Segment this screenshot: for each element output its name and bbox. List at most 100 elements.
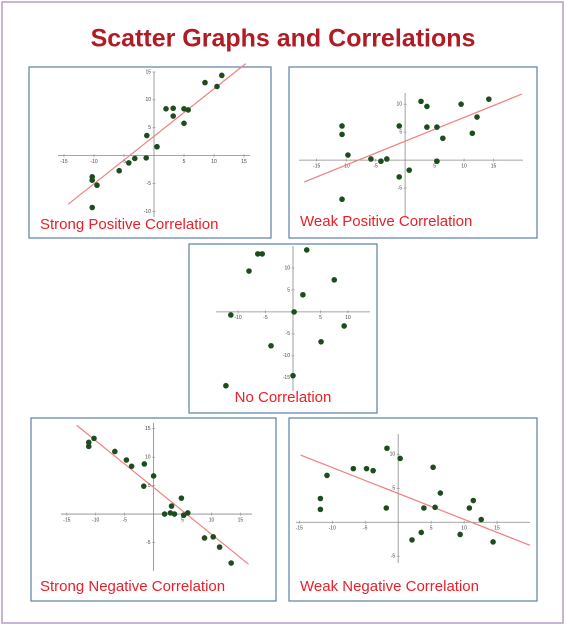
trend-line <box>304 93 523 183</box>
data-point <box>434 158 440 165</box>
x-tick-label: -5 <box>363 526 368 532</box>
data-point <box>154 143 160 150</box>
data-point <box>290 372 296 379</box>
data-point <box>219 72 225 79</box>
data-point <box>170 113 176 119</box>
data-point <box>254 251 261 257</box>
y-tick-label: -5 <box>146 540 151 546</box>
data-point <box>163 106 169 112</box>
data-point <box>168 503 175 509</box>
data-point <box>228 312 234 318</box>
data-point <box>143 155 149 161</box>
panel-frame <box>288 66 538 239</box>
y-tick-label: 15 <box>145 69 151 75</box>
y-tick-label: -15 <box>283 375 290 381</box>
y-tick-label: 10 <box>145 97 151 103</box>
data-point <box>201 535 208 541</box>
data-point <box>474 114 480 120</box>
y-tick-label: 10 <box>284 265 290 271</box>
x-tick-label: -10 <box>343 163 350 169</box>
x-tick-label: -15 <box>60 159 67 165</box>
data-point <box>216 544 223 550</box>
y-tick-label: -10 <box>144 209 151 215</box>
data-point <box>150 473 157 479</box>
x-tick-label: 15 <box>241 159 247 165</box>
data-point <box>457 531 463 538</box>
data-point <box>418 529 425 536</box>
y-tick-label: 10 <box>145 454 151 460</box>
data-point <box>363 465 370 472</box>
x-tick-label: 10 <box>345 315 351 321</box>
data-point <box>396 123 403 129</box>
data-point <box>409 537 415 543</box>
data-point <box>89 177 95 183</box>
data-point <box>89 204 95 211</box>
data-point <box>126 160 132 166</box>
data-point <box>85 443 92 450</box>
data-point <box>140 483 147 489</box>
data-point <box>303 247 310 253</box>
data-point <box>259 251 266 257</box>
data-point <box>317 495 324 502</box>
x-tick-label: -10 <box>329 526 336 532</box>
data-point <box>181 120 187 127</box>
y-tick-label: -5 <box>391 554 396 560</box>
x-tick-label: 10 <box>461 526 467 532</box>
data-point <box>223 382 229 389</box>
panel-caption: Strong Positive Correlation <box>40 216 218 233</box>
data-point <box>339 196 345 203</box>
page-title: Scatter Graphs and Correlations <box>91 25 476 53</box>
data-point <box>396 174 403 180</box>
data-point <box>406 167 413 173</box>
data-point <box>300 291 306 298</box>
data-point <box>178 495 185 501</box>
x-tick-label: -5 <box>373 163 378 169</box>
data-point <box>466 505 473 511</box>
data-point <box>424 124 430 130</box>
data-point <box>132 155 138 162</box>
data-point <box>421 505 427 511</box>
data-point <box>85 439 92 446</box>
x-tick-label: -5 <box>263 315 268 321</box>
x-tick-label: 15 <box>494 526 500 532</box>
data-point <box>345 152 351 158</box>
trend-line <box>300 454 531 546</box>
data-point <box>430 464 436 471</box>
x-tick-label: -15 <box>296 526 303 532</box>
data-point <box>171 511 178 517</box>
data-point <box>368 156 374 162</box>
data-point <box>434 124 440 130</box>
x-tick-label: 5 <box>430 526 433 532</box>
y-tick-label: 5 <box>148 125 151 131</box>
panel-caption: No Correlation <box>235 389 332 406</box>
x-tick-label: 5 <box>319 315 322 321</box>
y-tick-label: 10 <box>390 452 396 458</box>
data-point <box>339 131 345 138</box>
panel-frame <box>288 417 538 602</box>
x-tick-label: -5 <box>122 159 127 165</box>
data-point <box>170 105 176 112</box>
data-point <box>184 510 191 516</box>
data-point <box>378 158 384 165</box>
data-point <box>490 539 496 545</box>
y-tick-label: -10 <box>283 353 290 359</box>
data-point <box>383 505 390 511</box>
data-point <box>432 504 438 511</box>
x-tick-label: 5 <box>181 517 184 523</box>
data-point <box>317 506 324 513</box>
data-point <box>141 461 148 467</box>
y-tick-label: 15 <box>145 426 151 432</box>
x-tick-label: 5 <box>433 163 436 169</box>
data-point <box>437 490 444 496</box>
data-point <box>397 455 403 462</box>
data-point <box>370 467 376 474</box>
data-point <box>214 83 220 90</box>
x-tick-label: -10 <box>90 159 97 165</box>
panel-caption: Weak Positive Correlation <box>300 213 472 230</box>
x-tick-label: 10 <box>209 517 215 523</box>
data-point <box>341 323 347 329</box>
data-point <box>318 338 324 345</box>
data-point <box>144 132 150 139</box>
x-tick-label: 10 <box>461 163 467 169</box>
